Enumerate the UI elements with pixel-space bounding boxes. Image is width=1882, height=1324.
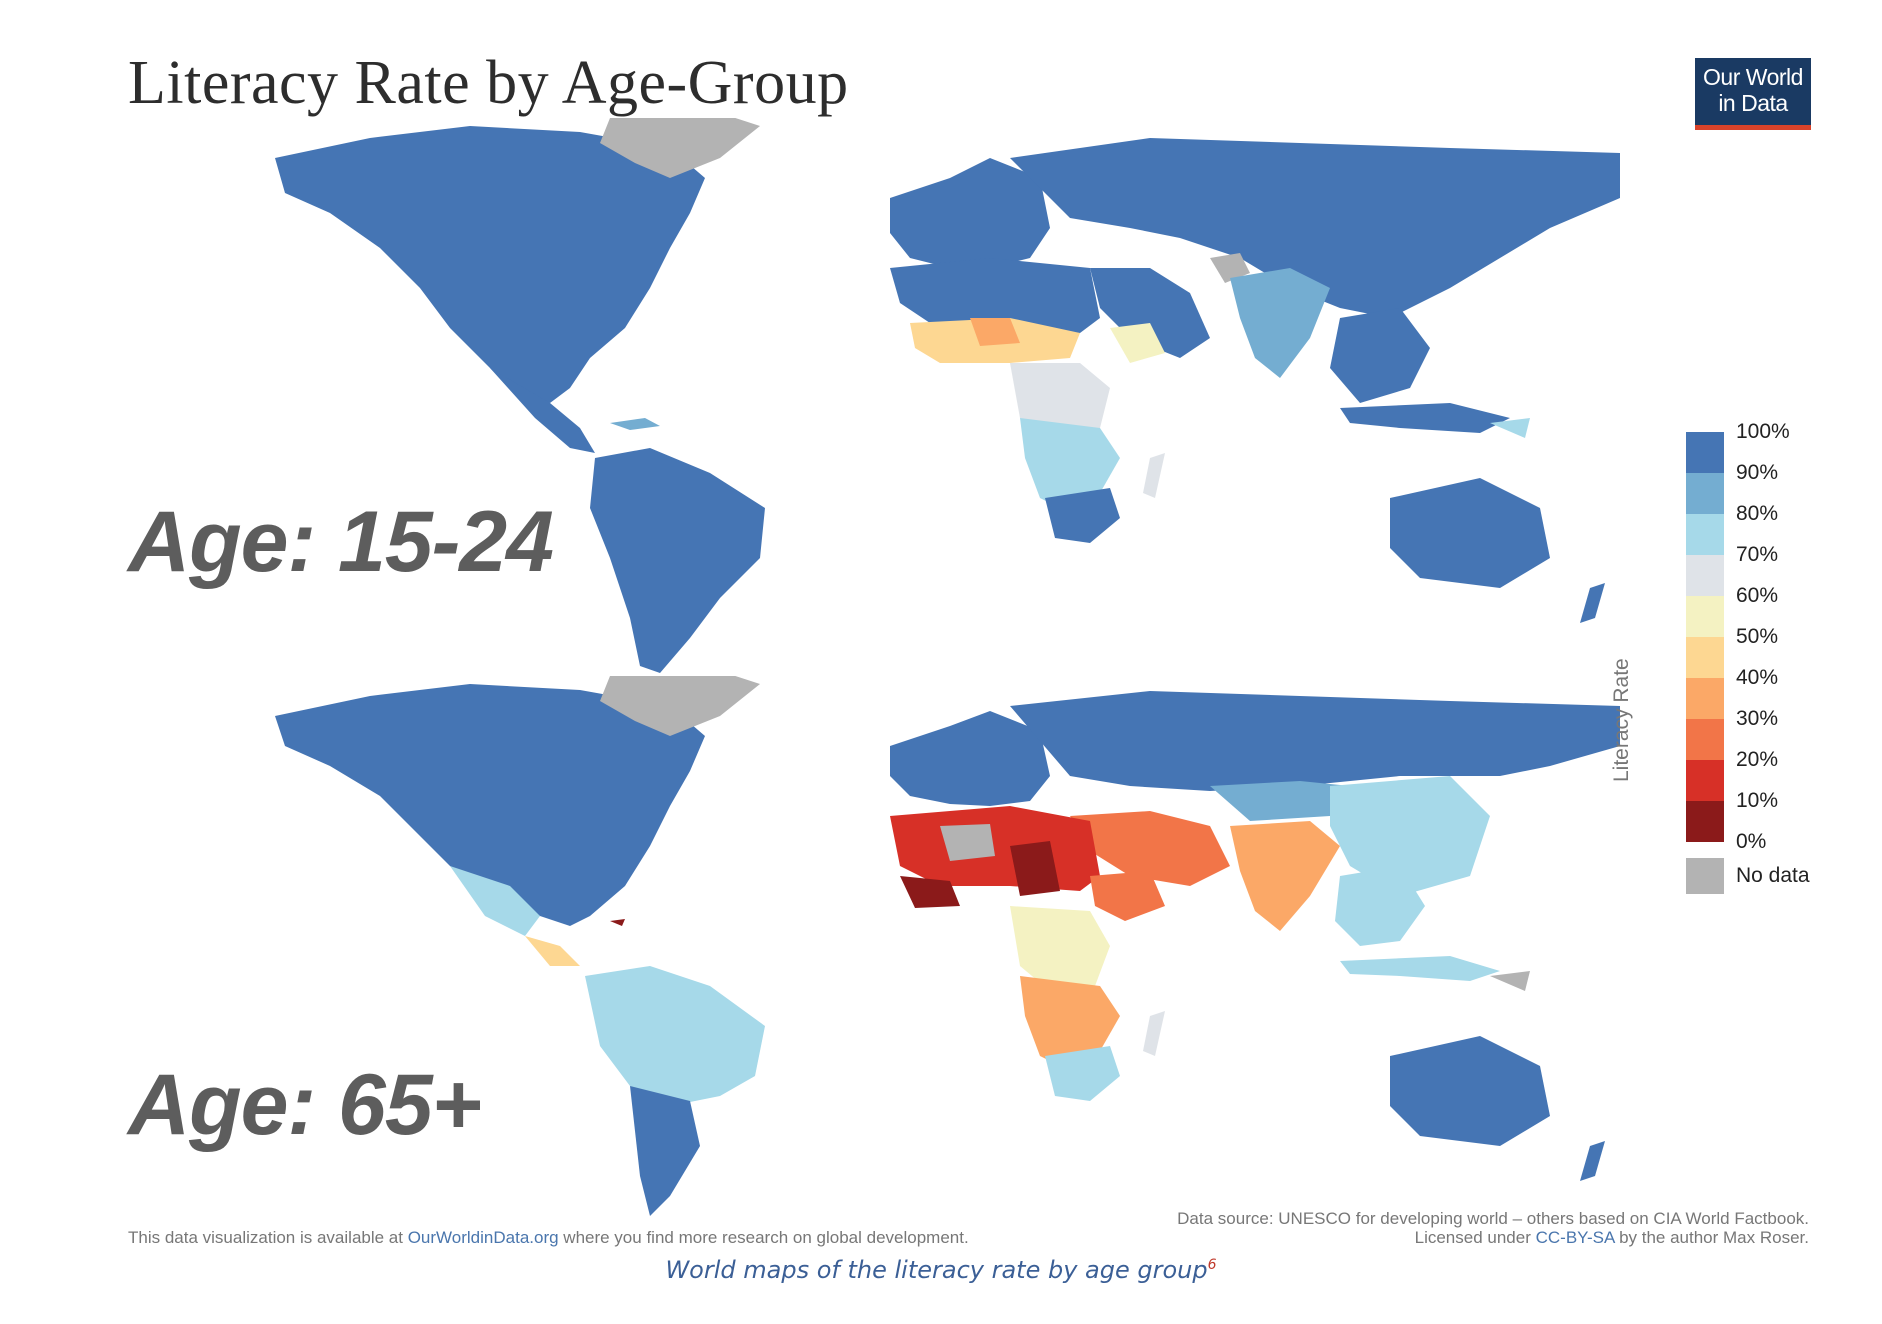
south-asia [1230,268,1330,378]
source-label: Data source: [1177,1209,1274,1228]
central-asia [1210,781,1350,821]
footer-availability: This data visualization is available at … [128,1228,969,1248]
south-africa [1045,488,1120,543]
europe [890,711,1050,806]
south-america [585,966,765,1106]
south-america [590,448,765,673]
license-suffix: by the author Max Roser. [1614,1228,1809,1247]
legend-swatch-50-60% [1686,596,1724,637]
legend: Literacy Rate 100% 90% 80% 70% 60% 50% 40% 30% 2… [1610,420,1830,902]
source-text: UNESCO for developing world – others bas… [1273,1209,1809,1228]
license-link[interactable]: CC-BY-SA [1535,1228,1615,1247]
footer-source: Data source: UNESCO for developing world… [1177,1209,1809,1247]
legend-tick: 40% [1736,666,1779,689]
south-africa [1045,1046,1120,1101]
indonesia [1340,956,1500,981]
legend-tick: 60% [1736,584,1779,607]
algeria-nodata [940,824,995,861]
haiti [610,919,625,926]
australia [1390,1036,1550,1146]
new-zealand [1580,1141,1605,1181]
legend-swatch-70-80% [1686,514,1724,555]
legend-tick: 70% [1736,543,1779,566]
central-america [525,936,580,966]
north-africa [890,258,1100,333]
age-label-65-plus: Age: 65+ [128,1057,482,1153]
legend-swatch-30-40% [1686,678,1724,719]
afghanistan [1210,253,1250,283]
figure-caption: World maps of the literacy rate by age g… [0,1256,1882,1284]
legend-nodata-label: No data [1736,864,1810,887]
west-africa [900,876,960,908]
legend-nodata-swatch [1686,858,1724,894]
europe [890,158,1050,268]
southern-cone [630,1086,700,1216]
owid-link[interactable]: OurWorldinData.org [407,1228,559,1247]
logo-line-1: Our World [1703,64,1803,90]
central-africa [1010,363,1110,438]
world-map-age-15-24 [250,118,1620,678]
madagascar [1143,453,1165,498]
south-asia [1230,821,1340,931]
china [1330,776,1490,896]
footer-left-suffix: where you find more research on global d… [558,1228,969,1247]
east-africa [1090,871,1165,921]
legend-swatch-10-20% [1686,760,1724,801]
legend-tick: 20% [1736,748,1779,771]
new-zealand [1580,583,1605,623]
southern-africa [1020,976,1120,1071]
greenland [600,118,760,178]
legend-tick: 80% [1736,502,1779,525]
logo-line-2: in Data [1718,90,1788,116]
north-america [275,684,705,926]
legend-title: Literacy Rate [1610,658,1633,782]
australia [1390,478,1550,588]
legend-tick: 30% [1736,707,1779,730]
legend-tick: 10% [1736,789,1779,812]
legend-swatch-60-70% [1686,555,1724,596]
legend-tick: 90% [1736,461,1779,484]
north-america [275,126,705,403]
papua-new-guinea [1490,418,1530,438]
legend-swatch-0-10% [1686,801,1724,842]
sahel-orange [970,318,1020,346]
caption-footnote[interactable]: 6 [1207,1257,1217,1273]
legend-swatch-90-100% [1686,432,1724,473]
middle-east [1070,811,1230,886]
legend-swatch-40-50% [1686,637,1724,678]
southeast-asia [1330,308,1430,403]
southeast-asia [1335,866,1425,946]
age-label-15-24: Age: 15-24 [128,494,554,590]
legend-tick: 50% [1736,625,1779,648]
footer-left-prefix: This data visualization is available at [128,1228,408,1247]
license-prefix: Licensed under [1414,1228,1536,1247]
russia-asia [1010,138,1620,318]
papua-new-guinea [1490,971,1530,991]
owid-logo[interactable]: Our World in Data [1695,58,1811,130]
russia [1010,691,1620,791]
ethiopia [1110,323,1165,363]
chad [1010,841,1060,896]
legend-tick: 100% [1736,420,1790,443]
mexico [450,866,540,936]
caribbean [610,418,660,430]
madagascar [1143,1011,1165,1056]
legend-tick: 0% [1736,830,1767,853]
southern-africa [1020,418,1120,513]
indonesia [1340,403,1510,433]
middle-east [1090,268,1210,358]
greenland [600,676,760,736]
legend-swatch-80-90% [1686,473,1724,514]
chart-title: Literacy Rate by Age-Group [128,49,849,117]
caption-text: World maps of the literacy rate by age g… [665,1256,1208,1284]
legend-swatch-20-30% [1686,719,1724,760]
central-america [490,368,595,453]
central-africa [1010,906,1110,991]
world-map-age-65-plus [250,676,1620,1236]
